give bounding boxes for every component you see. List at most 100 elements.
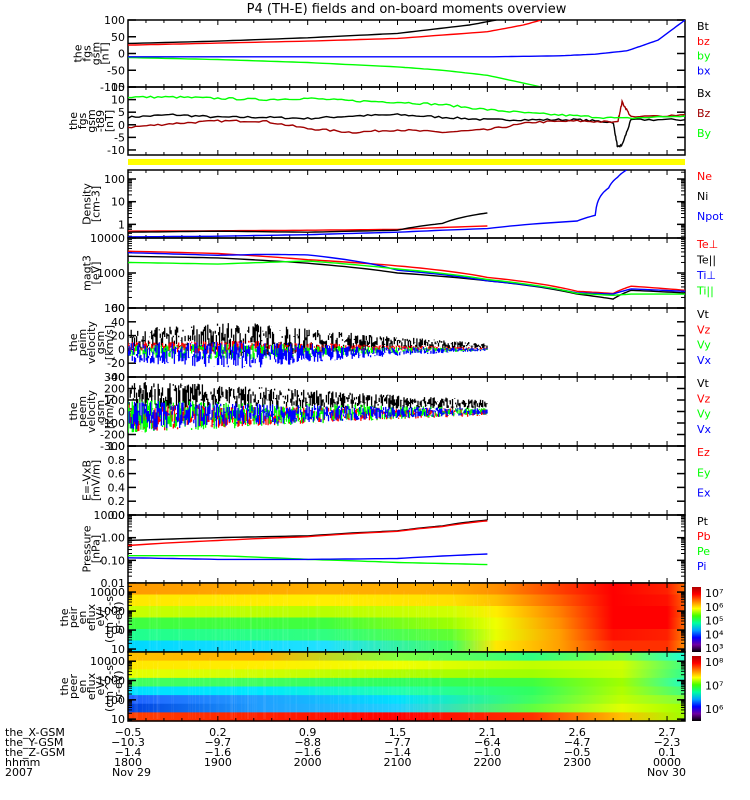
colorbar [692,587,701,652]
y-tick-label: 40 [111,316,125,329]
x-axis-row-label: the_Y-GSM [5,736,64,749]
y-tick-label: 100 [104,302,125,315]
legend-te⊥: Te⊥ [696,238,718,251]
y-axis-label: eV/ [94,677,107,695]
y-axis-label: the [58,677,71,695]
y-axis-label: gsm [90,42,103,65]
x-axis-tick-value: 1800 [114,756,142,769]
legend-pi: Pi [697,560,706,573]
series-pi [128,553,488,561]
spectrogram-band [128,617,685,630]
y-axis-label: fgs [76,112,89,129]
y-axis-label: the [67,402,80,420]
y-axis-label: velocity [85,321,98,364]
x-axis-tick-value: −1.6 [294,746,322,759]
y-tick-label: 60 [111,302,125,315]
y-axis-label: gsm [94,331,107,354]
y-tick-label: 0 [118,343,125,356]
x-axis-tick-value: −1.4 [114,746,142,759]
y-tick-label: -20 [107,357,125,370]
y-tick-label: 50 [111,31,125,44]
spectrogram-band [128,677,685,688]
x-axis-tick-value: 2.7 [658,726,676,739]
x-axis-tick-value: 2100 [383,756,412,769]
x-axis-tick-value: 2300 [563,756,592,769]
legend-bt: Bt [697,20,710,33]
legend-bx: bx [697,64,711,77]
y-tick-label: 0.10 [101,554,126,567]
x-axis-tick-value: 0.1 [658,746,676,759]
colorbar-label: 10⁴ [705,628,724,641]
panel-peer-en-eflux: 10000 1000 100 10 thepeerenefluxeV/(cm^2-s-s… [58,651,686,726]
legend-vy: Vy [697,408,711,421]
y-axis-label: magt3 [81,255,94,291]
legend-pt: Pt [697,515,709,528]
x-axis-row-label: hhmm [5,756,41,769]
y-tick-label: 300 [104,371,125,384]
legend-vz: Vz [697,392,711,405]
y-tick-label: -200 [100,429,125,442]
spectrogram-band [128,669,685,679]
series-ti|| [128,260,685,297]
y-axis-label: Density [81,183,94,225]
series-ni [128,212,488,233]
spectrogram-band [128,695,685,705]
legend-ey: Ey [697,466,711,479]
spectrogram-band [128,652,685,662]
y-axis-label: velocity [85,390,98,433]
x-axis-tick-value: −0.5 [563,746,591,759]
y-tick-label: 1000 [97,675,125,688]
x-axis-row-label: 2007 [5,766,33,779]
y-tick-label: 0.4 [108,481,126,494]
y-axis-label: peer [67,674,80,700]
legend-ni: Ni [697,190,708,203]
panel-peer-en-eflux: 10⁸ 10⁷ 10⁶ [128,652,724,722]
spectrogram-band [128,629,685,642]
x-axis-tick-value: −1.6 [204,746,232,759]
series-vx [128,401,488,431]
series-bz [128,20,542,46]
series-group [128,95,685,148]
y-axis-label: E=-VxB [81,460,94,501]
y-tick-label: 20 [111,330,125,343]
x-axis-tick-value: 0.9 [298,726,317,739]
y-axis-label: sr-eV) [112,670,125,702]
y-axis-label: [km/s] [103,394,116,429]
series-pt [128,519,488,542]
flag-bar [128,159,685,165]
legend-vt: Vt [697,377,710,390]
y-tick-label: -100 [100,417,125,430]
legend-ez: Ez [697,446,710,459]
colorbar [692,656,701,721]
legend-vt: Vt [697,308,710,321]
x-axis-tick-value: −9.7 [204,736,232,749]
panel-density: 100 10 1 Density[cm-3] Ne Ni Npot [81,169,724,239]
x-axis-tick-value: −4.7 [563,736,591,749]
y-axis-label: en [76,680,89,694]
spectrogram-band [128,583,685,596]
y-tick-label: 0 [118,119,125,132]
series-vx [128,341,488,369]
y-axis-label: the [67,333,80,351]
y-axis-label: eflux [85,603,98,631]
series-group [128,250,685,300]
y-axis-label: eV/ [94,608,107,626]
y-axis-label: peim [76,329,89,357]
y-tick-label: 10000 [90,586,125,599]
series-group [128,323,488,369]
x-axis-tick-value: −1.0 [473,746,501,759]
chart-title: P4 (TH-E) fields and on-board moments ov… [246,2,567,17]
legend-by: By [697,127,712,140]
spectrogram-band [128,640,685,653]
spectrogram-band [128,712,685,722]
panel-pressure: 10.00 1.00 0.10 0.01 Pressure[nPa] Pt Pb Pe Pi [81,509,711,590]
panel-frame [127,514,686,584]
y-tick-label: 0 [118,48,125,61]
series-group [128,170,627,238]
legend-pb: Pb [697,530,711,543]
legend-ex: Ex [697,487,711,500]
